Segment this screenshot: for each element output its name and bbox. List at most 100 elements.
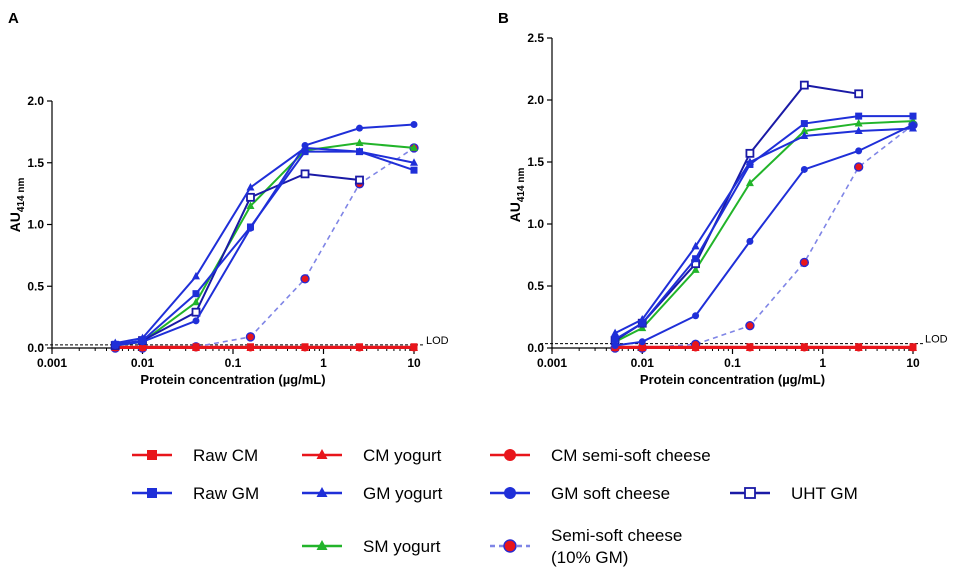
pa-y-tick-label: 2.0 xyxy=(27,94,44,108)
pa-panel-letter: A xyxy=(8,10,19,27)
pb-y-tick-label: 0.5 xyxy=(527,279,544,293)
legend-label-cm_semisoft: CM semi-soft cheese xyxy=(551,446,711,465)
legend-swatch-marker xyxy=(744,487,756,499)
pb-line-gm_soft xyxy=(614,123,914,347)
legend-swatch-marker xyxy=(504,449,516,461)
legend-item-raw_gm: Raw GM xyxy=(132,484,259,503)
legend-item-gm_yogurt: GM yogurt xyxy=(302,484,443,503)
legend-item-uht_gm: UHT GM xyxy=(730,484,858,503)
pa-point-raw_gm xyxy=(410,166,418,174)
pb-x-tick-label: 0.01 xyxy=(631,356,655,370)
legend-label-semisoft_10gm: (10% GM) xyxy=(551,548,628,567)
pb-point-raw_gm xyxy=(909,112,917,120)
pb-point-gm_soft xyxy=(638,338,646,346)
pa-x-tick-label: 1 xyxy=(320,356,327,370)
pb-point-gm_soft xyxy=(692,312,700,320)
legend-swatch-marker xyxy=(147,488,157,498)
legend-item-sm_yogurt: SM yogurt xyxy=(302,537,441,556)
pb-point-raw_gm xyxy=(855,112,863,120)
pa-point-raw_gm xyxy=(192,290,200,298)
pa-y-tick-label: 0.0 xyxy=(27,341,44,355)
pa-point-sm_yogurt xyxy=(191,297,200,306)
legend-label-uht_gm: UHT GM xyxy=(791,484,858,503)
pb-x-axis-title: Protein concentration (µg/mL) xyxy=(640,372,825,387)
pa-y-tick-label: 1.0 xyxy=(27,218,44,232)
pa-line-uht_gm xyxy=(115,172,360,347)
pa-series-gm_yogurt xyxy=(111,143,418,347)
pb-point-raw_gm xyxy=(638,319,646,327)
pa-x-tick-label: 10 xyxy=(407,356,421,370)
pa-point-sm_yogurt xyxy=(410,143,418,151)
pb-point-gm_yogurt xyxy=(800,131,809,139)
pa-point-cm_semisoft xyxy=(192,344,200,352)
pb-point-raw_gm xyxy=(800,120,808,128)
pb-point-gm_yogurt xyxy=(691,241,700,250)
pa-point-gm_yogurt xyxy=(191,271,200,280)
pa-y-tick-label: 0.5 xyxy=(27,279,44,293)
pb-y-tick-label: 2.0 xyxy=(527,93,544,107)
pb-point-sm_yogurt xyxy=(691,265,700,273)
legend-label-cm_yogurt: CM yogurt xyxy=(363,446,442,465)
pa-y-tick-label: 1.5 xyxy=(27,156,44,170)
pa-x-tick-label: 0.01 xyxy=(131,356,155,370)
pb-line-semisoft_10gm xyxy=(615,124,914,349)
pa-point-gm_yogurt xyxy=(246,182,255,191)
pb-point-raw_gm xyxy=(611,335,619,343)
pb-y-tick-label: 0.0 xyxy=(527,341,544,355)
pb-lod-label: LOD xyxy=(925,334,948,346)
pa-lod-label: LOD xyxy=(426,335,449,347)
pb-line-uht_gm xyxy=(614,84,859,342)
legend-label-raw_gm: Raw GM xyxy=(193,484,259,503)
legend-item-cm_yogurt: CM yogurt xyxy=(302,446,442,465)
pb-x-tick-label: 10 xyxy=(906,356,920,370)
pb-x-tick-label: 1 xyxy=(819,356,826,370)
pb-point-gm_yogurt xyxy=(745,157,754,165)
pb-series-cm_semisoft xyxy=(611,344,917,352)
pb-point-semisoft_10gm xyxy=(799,257,810,268)
pb-point-uht_gm xyxy=(799,80,809,90)
pa-point-cm_semisoft xyxy=(356,344,364,352)
pa-x-tick-label: 0.001 xyxy=(37,356,67,370)
legend-item-semisoft_10gm: Semi-soft cheese (10% GM) xyxy=(490,526,682,567)
legend: Raw CM CM yogurt CM semi-soft cheese Raw GM… xyxy=(132,446,858,567)
pa-point-semisoft_10gm xyxy=(300,274,310,284)
pb-point-semisoft_10gm xyxy=(745,320,755,331)
legend-swatch-marker xyxy=(147,450,157,460)
pa-point-gm_soft xyxy=(246,224,254,232)
legend-label-gm_soft: GM soft cheese xyxy=(551,484,670,503)
pa-point-uht_gm xyxy=(246,192,255,202)
pa-point-cm_semisoft xyxy=(246,344,254,352)
pb-point-cm_semisoft xyxy=(909,344,917,352)
pb-series-gm_yogurt xyxy=(611,124,917,337)
legend-swatch-marker xyxy=(316,540,328,550)
legend-swatch-marker xyxy=(316,449,328,459)
pb-point-sm_yogurt xyxy=(745,178,754,187)
pb-point-gm_yogurt xyxy=(638,314,647,323)
pb-point-gm_soft xyxy=(746,237,754,245)
pb-point-uht_gm xyxy=(854,89,864,99)
pb-point-gm_soft xyxy=(611,342,619,350)
pa-series-uht_gm xyxy=(110,169,364,350)
pa-point-gm_yogurt xyxy=(111,338,120,347)
pa-point-semisoft_10gm xyxy=(245,332,256,342)
pb-point-gm_yogurt xyxy=(611,328,620,337)
pb-point-gm_yogurt xyxy=(854,126,863,134)
legend-item-raw_cm: Raw CM xyxy=(132,446,258,465)
pa-point-cm_semisoft xyxy=(301,344,309,352)
pb-series-raw_gm xyxy=(611,112,917,343)
pa-point-sm_yogurt xyxy=(355,138,364,146)
pa-point-gm_yogurt xyxy=(138,333,147,342)
pa-point-gm_soft xyxy=(192,317,200,325)
pa-series-sm_yogurt xyxy=(111,138,418,349)
pa-point-gm_yogurt xyxy=(301,143,310,151)
pa-point-uht_gm xyxy=(191,307,201,317)
legend-label-semisoft_10gm: Semi-soft cheese xyxy=(551,526,682,545)
pa-line-gm_soft xyxy=(115,123,415,347)
pb-x-tick-label: 0.1 xyxy=(724,356,741,370)
pb-point-cm_semisoft xyxy=(800,344,808,352)
pb-y-axis-title: AU414 nm xyxy=(507,168,527,223)
panel-b: B 0.0 0.5 1.0 1.5 2.0 2.5 0.001 0.01 0.1 1 10 Protei… xyxy=(498,10,948,387)
pa-point-cm_semisoft xyxy=(410,344,418,352)
pa-point-gm_yogurt xyxy=(410,158,418,166)
legend-swatch-marker xyxy=(316,487,328,497)
